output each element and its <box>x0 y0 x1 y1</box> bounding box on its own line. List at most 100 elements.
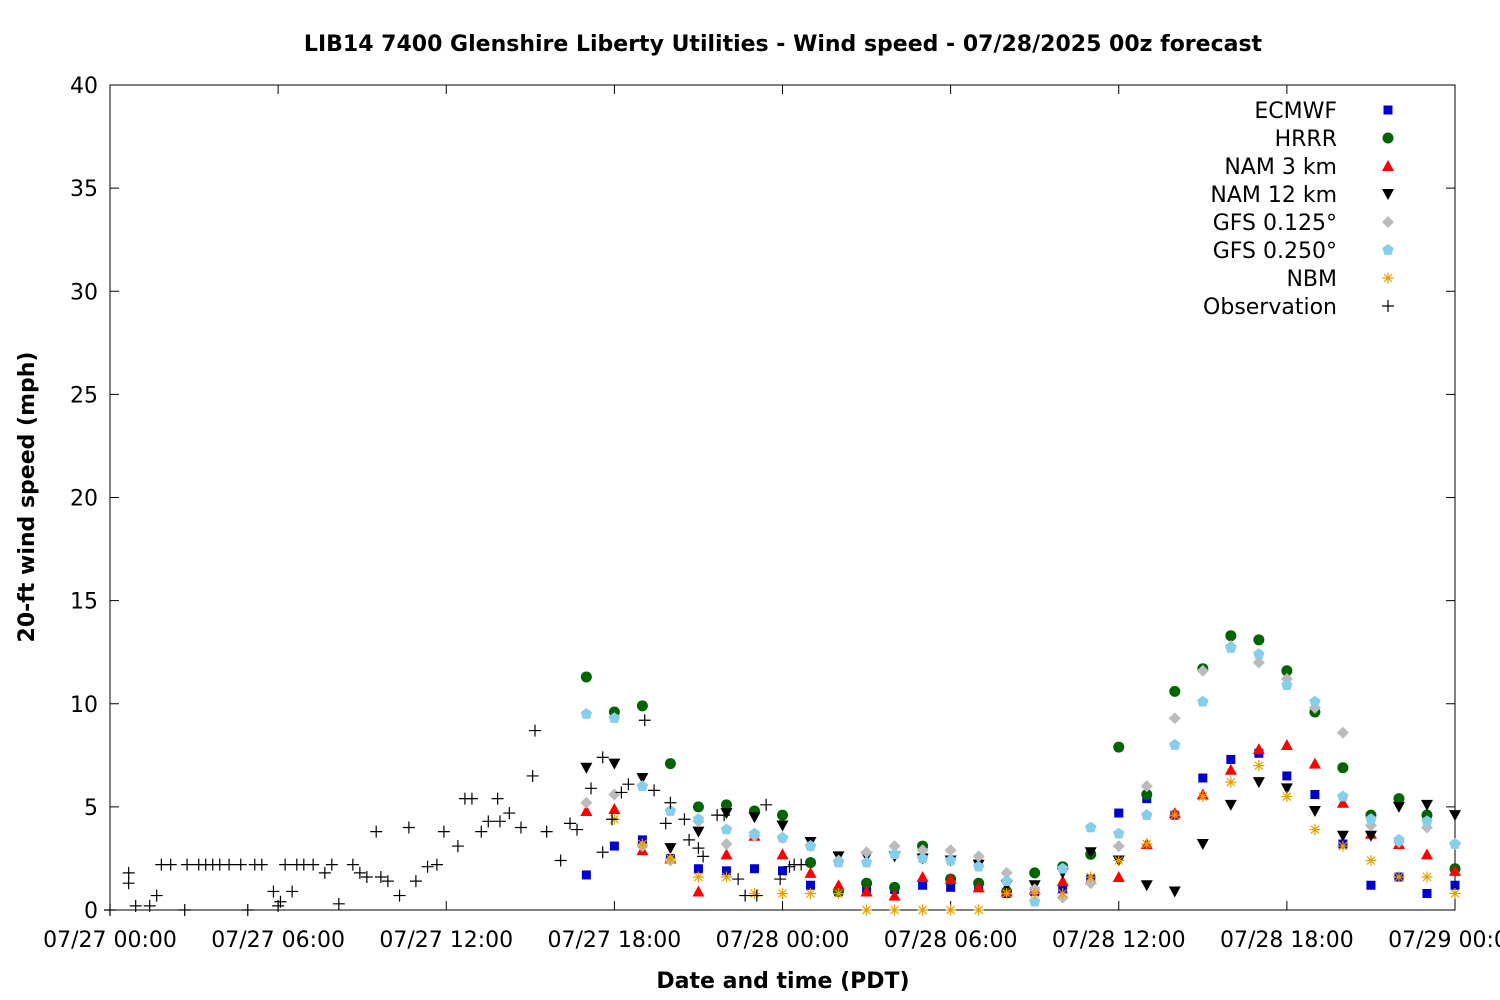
gfs-0-250-point <box>1197 695 1209 707</box>
nam-3-km-point <box>580 805 593 816</box>
observation-point <box>223 858 236 871</box>
observation-point <box>783 860 796 873</box>
gfs-0-125-point <box>580 796 593 809</box>
observation-point <box>181 858 194 871</box>
nbm-point <box>1253 760 1265 772</box>
nam-3-km-point <box>916 871 929 882</box>
observation-point <box>526 769 539 782</box>
observation-point <box>774 873 787 886</box>
observation-point <box>370 825 383 838</box>
observation-point <box>307 858 320 871</box>
observation-point <box>122 866 135 879</box>
legend-marker-nam-3-km <box>1382 160 1394 171</box>
observation-point <box>279 858 292 871</box>
nam-12-km-point <box>1420 799 1433 811</box>
nbm-point <box>889 904 901 916</box>
ecmwf-point <box>693 864 703 874</box>
ecmwf-point <box>806 880 816 890</box>
gfs-0-250-point <box>1057 862 1069 874</box>
gfs-0-125-point <box>1140 780 1153 793</box>
y-tick-label: 5 <box>84 796 98 821</box>
hrrr-point <box>1141 789 1153 800</box>
nbm-point <box>1281 791 1293 803</box>
observation-point <box>491 792 504 805</box>
gfs-0-250-point <box>1309 695 1321 707</box>
nbm-point <box>777 888 788 899</box>
observation-point <box>325 858 338 871</box>
nbm-point <box>1029 888 1041 899</box>
observation-point <box>638 714 651 727</box>
y-tick-label: 30 <box>70 280 98 305</box>
legend-label-nam-12-km: NAM 12 km <box>1210 183 1337 208</box>
axis-ticks: 0 5 10 15 20 25 30 35 40 07/27 00:00 07/27 06:00 07… <box>43 74 1500 953</box>
ecmwf-point <box>918 880 928 890</box>
observation-point <box>374 871 387 883</box>
observation-point <box>554 854 567 867</box>
observation-point <box>596 846 609 859</box>
observation-point <box>164 858 177 871</box>
y-tick-label: 25 <box>70 383 98 408</box>
gfs-0-250-point <box>1141 809 1153 820</box>
plot-frame <box>109 84 1456 911</box>
nbm-point <box>1309 824 1321 836</box>
ecmwf-point <box>946 882 956 892</box>
nbm-point <box>945 904 957 916</box>
y-tick-label: 20 <box>70 487 98 512</box>
hrrr-point <box>1253 634 1265 646</box>
nbm-point <box>1141 838 1153 850</box>
gfs-0-125-point <box>1336 726 1349 739</box>
nam-3-km-point <box>1420 848 1433 860</box>
hrrr-point <box>805 857 817 869</box>
observation-point <box>564 817 577 830</box>
observation-point <box>795 858 808 871</box>
hrrr-point <box>636 700 648 712</box>
legend-marker-ecmwf <box>1383 105 1393 115</box>
observation-point <box>104 904 116 916</box>
gfs-0-250-point <box>1365 813 1377 825</box>
x-tick-label: 07/27 06:00 <box>211 928 345 953</box>
series-hrrr <box>580 630 1461 897</box>
nam-12-km-point <box>1084 847 1097 859</box>
nam-12-km-point <box>1392 801 1405 813</box>
gfs-0-250-point <box>972 860 985 872</box>
series-nam-12-km <box>580 758 1461 898</box>
nbm-point <box>917 904 929 916</box>
gfs-0-125-point <box>1000 866 1013 879</box>
observation-point <box>286 885 299 898</box>
nbm-point <box>1085 871 1097 883</box>
gfs-0-125-point <box>720 838 733 850</box>
hrrr-point <box>1169 685 1181 697</box>
nam-3-km-point <box>720 848 733 860</box>
series-nam-3-km <box>580 739 1461 901</box>
nam-3-km-point <box>832 879 845 891</box>
gfs-0-250-point <box>1113 827 1125 839</box>
legend-marker-observation <box>1382 300 1394 312</box>
hrrr-point <box>580 671 592 683</box>
observation-point <box>475 825 488 838</box>
nam-12-km-point <box>608 758 621 770</box>
hrrr-point <box>777 809 788 821</box>
observation-point <box>514 821 527 834</box>
y-tick-label: 40 <box>70 74 98 99</box>
nbm-point <box>1197 791 1209 803</box>
nam-12-km-point <box>664 843 677 855</box>
observation-point <box>122 877 135 890</box>
gfs-0-250-point <box>608 712 621 724</box>
observation-point <box>353 866 366 879</box>
observation-point <box>465 792 478 805</box>
nbm-point <box>664 852 676 864</box>
observation-point <box>648 784 661 797</box>
ecmwf-point <box>609 841 619 851</box>
nam-3-km-point <box>1308 757 1321 769</box>
observation-point <box>267 885 280 898</box>
nam-3-km-point <box>1224 763 1237 775</box>
nam-3-km-point <box>692 885 705 897</box>
gfs-0-250-point <box>1421 815 1433 827</box>
hrrr-point <box>1393 793 1405 805</box>
nbm-point <box>1169 809 1181 821</box>
observation-point <box>150 889 163 902</box>
hrrr-point <box>1029 867 1041 879</box>
gfs-0-250-point <box>1085 821 1097 833</box>
observation-point <box>430 858 443 871</box>
y-tick-label: 0 <box>84 899 98 924</box>
